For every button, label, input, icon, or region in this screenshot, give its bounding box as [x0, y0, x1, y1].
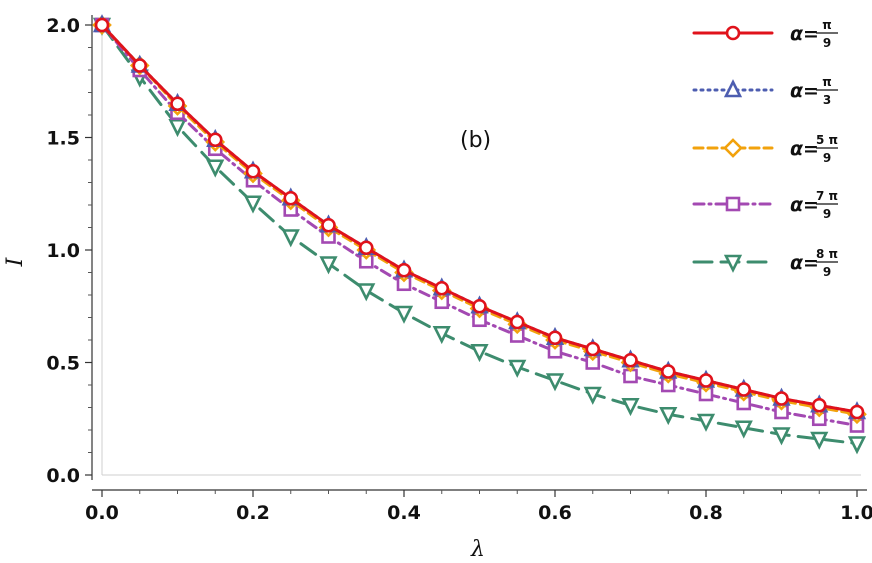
- data-point: [472, 298, 487, 314]
- legend-frac-numerator: 8 π: [816, 247, 838, 261]
- data-point: [621, 397, 640, 417]
- data-point: [583, 386, 602, 405]
- data-point: [772, 427, 791, 446]
- data-point: [545, 373, 565, 392]
- x-tick-label: 0.0: [85, 502, 119, 524]
- legend-entry-0: α= π 9: [692, 18, 838, 50]
- legend-frac-numerator: 5 π: [816, 133, 838, 147]
- data-point: [245, 163, 261, 179]
- data-point: [696, 413, 716, 432]
- legend-marker: [723, 254, 743, 273]
- y-tick-label: 0.5: [46, 353, 80, 375]
- series-line: [100, 23, 859, 427]
- data-point: [170, 96, 185, 112]
- x-tick-label: 0.2: [236, 502, 270, 524]
- data-point: [849, 404, 865, 420]
- data-point: [434, 280, 450, 296]
- legend-entry-2: α=5 π 9: [692, 133, 838, 165]
- data-point: [623, 352, 638, 368]
- legend-frac-numerator: π: [822, 75, 832, 89]
- legend-marker: [723, 79, 743, 98]
- axis-ticks: 0.0 0.2 0.4 0.6 0.8 1.0 0.0 0.5 1.0 1.5 2.0: [46, 15, 872, 524]
- series-0: [94, 17, 865, 420]
- data-point: [734, 420, 753, 439]
- data-point: [811, 397, 827, 413]
- data-point: [508, 359, 527, 378]
- data-point: [168, 118, 187, 138]
- legend-alpha-label: α=: [790, 138, 819, 160]
- data-point: [281, 229, 300, 248]
- series-3: [94, 17, 865, 433]
- legend-entry-3: α=7 π 9: [692, 189, 838, 221]
- legend-entry-1: α= π 3: [692, 75, 838, 107]
- legend-alpha-label: α=: [790, 80, 819, 102]
- legend-frac-numerator: π: [822, 18, 832, 32]
- series-line: [100, 23, 859, 445]
- data-point: [358, 240, 374, 256]
- x-tick-label: 1.0: [840, 502, 872, 524]
- y-tick-label: 0.0: [46, 465, 80, 487]
- data-point: [207, 132, 223, 148]
- legend-alpha-label: α=: [790, 194, 819, 216]
- legend-marker: [723, 138, 743, 158]
- x-axis-title: λ: [470, 537, 485, 562]
- data-point: [736, 382, 752, 397]
- y-tick-label: 1.5: [46, 128, 80, 150]
- data-point: [660, 364, 676, 379]
- data-point: [94, 17, 110, 33]
- data-point: [357, 283, 376, 302]
- legend-alpha-label: α=: [790, 23, 819, 45]
- legend-frac-denominator: 3: [823, 93, 831, 107]
- legend-marker: [725, 196, 741, 212]
- data-point: [810, 431, 829, 450]
- data-point: [698, 373, 714, 388]
- legend-alpha-label: α=: [790, 252, 819, 274]
- y-tick-label: 1.0: [46, 240, 80, 262]
- legend-frac-denominator: 9: [823, 265, 831, 279]
- y-axis-title: I: [3, 256, 28, 267]
- legend-marker: [725, 25, 741, 41]
- x-tick-label: 0.6: [538, 502, 572, 524]
- legend: α= π9α= π3α=5 π9α=7 π9α=8 π9: [692, 18, 838, 279]
- legend-frac-denominator: 9: [823, 151, 831, 165]
- data-point: [321, 217, 336, 233]
- y-tick-label: 2.0: [46, 15, 80, 37]
- data-point: [432, 325, 451, 345]
- data-point: [774, 391, 789, 406]
- data-point: [283, 190, 299, 206]
- data-point: [847, 436, 867, 455]
- series-layer: [92, 14, 867, 455]
- data-point: [509, 314, 525, 330]
- legend-frac-denominator: 9: [823, 207, 831, 221]
- data-point: [659, 406, 678, 426]
- x-tick-label: 0.8: [689, 502, 723, 524]
- legend-frac-numerator: 7 π: [816, 189, 838, 203]
- data-point: [396, 262, 412, 278]
- data-point: [206, 159, 225, 178]
- panel-annotation: (b): [460, 128, 491, 153]
- data-point: [394, 305, 414, 324]
- x-tick-label: 0.4: [387, 502, 421, 524]
- data-point: [132, 58, 148, 73]
- legend-entry-4: α=8 π 9: [692, 247, 838, 279]
- data-point: [319, 256, 338, 275]
- data-point: [547, 330, 563, 346]
- legend-frac-denominator: 9: [823, 36, 831, 50]
- data-point: [470, 343, 489, 363]
- data-point: [585, 341, 601, 357]
- plot-frame: [91, 15, 867, 491]
- data-point: [243, 195, 263, 214]
